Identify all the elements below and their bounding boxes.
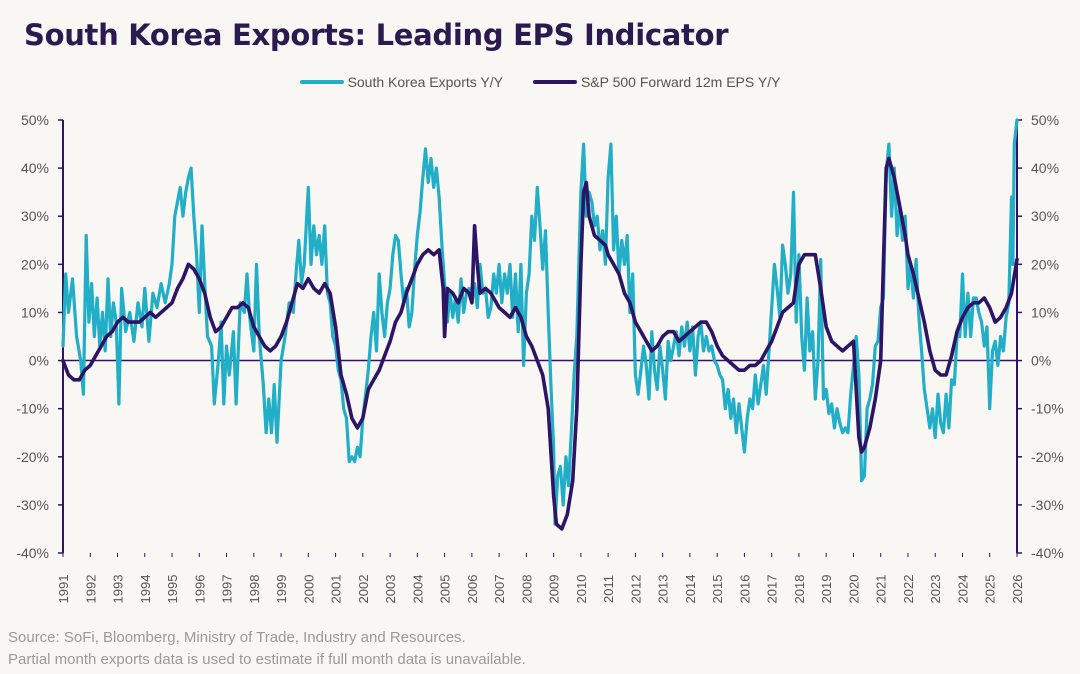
- x-tick-label: 1993: [111, 575, 126, 604]
- right-y-tick-label: 30%: [1031, 208, 1059, 224]
- x-tick-label: 2025: [983, 575, 998, 604]
- x-tick-label: 2014: [683, 575, 698, 604]
- left-y-tick-label: -30%: [16, 497, 49, 513]
- x-tick-label: 2003: [383, 575, 398, 604]
- x-tick-label: 2020: [846, 575, 861, 604]
- left-y-tick-label: -10%: [16, 401, 49, 417]
- x-tick-label: 1994: [138, 575, 153, 604]
- x-tick-label: 2022: [901, 575, 916, 604]
- left-y-tick-label: 0%: [29, 353, 49, 369]
- left-y-tick-label: 40%: [21, 160, 49, 176]
- legend: South Korea Exports Y/Y S&P 500 Forward …: [0, 74, 1080, 90]
- x-tick-label: 1997: [220, 575, 235, 604]
- x-tick-label: 2018: [792, 575, 807, 604]
- x-tick-label: 2013: [656, 575, 671, 604]
- x-tick-label: 2019: [819, 575, 834, 604]
- x-tick-label: 2021: [874, 575, 889, 604]
- x-tick-label: 2023: [928, 575, 943, 604]
- legend-item-eps: S&P 500 Forward 12m EPS Y/Y: [532, 74, 781, 90]
- x-tick-label: 2006: [465, 575, 480, 604]
- x-tick-label: 2009: [547, 575, 562, 604]
- x-tick-label: 2015: [710, 575, 725, 604]
- chart-title: South Korea Exports: Leading EPS Indicat…: [24, 18, 729, 52]
- legend-label-eps: S&P 500 Forward 12m EPS Y/Y: [580, 74, 781, 90]
- left-y-tick-label: -20%: [16, 449, 49, 465]
- right-y-tick-label: 50%: [1031, 112, 1059, 128]
- x-tick-label: 2007: [492, 575, 507, 604]
- right-y-tick-label: -10%: [1031, 401, 1064, 417]
- right-y-tick-label: -40%: [1031, 545, 1064, 561]
- x-tick-label: 2004: [410, 575, 425, 604]
- exports-series-line: [61, 118, 1019, 526]
- left-y-tick-label: 30%: [21, 208, 49, 224]
- right-y-tick-label: 0%: [1031, 353, 1051, 369]
- legend-swatch-eps: [532, 80, 577, 84]
- x-tick-label: 2011: [601, 575, 616, 603]
- x-tick-label: 2016: [737, 575, 752, 604]
- legend-item-exports: South Korea Exports Y/Y: [299, 74, 503, 90]
- x-tick-label: 1996: [192, 575, 207, 604]
- x-tick-label: 2010: [574, 575, 589, 604]
- x-tick-label: 2026: [1010, 575, 1025, 604]
- x-tick-label: 1999: [274, 575, 289, 604]
- x-tick-label: 2012: [628, 575, 643, 604]
- source-note: Source: SoFi, Bloomberg, Ministry of Tra…: [8, 627, 526, 671]
- source-line-2: Partial month exports data is used to es…: [8, 651, 526, 668]
- source-line-1: Source: SoFi, Bloomberg, Ministry of Tra…: [8, 629, 466, 646]
- left-y-tick-label: 50%: [21, 112, 49, 128]
- legend-label-exports: South Korea Exports Y/Y: [347, 74, 503, 90]
- x-tick-label: 2008: [519, 575, 534, 604]
- x-tick-label: 1992: [83, 575, 98, 604]
- legend-swatch-exports: [299, 80, 344, 84]
- right-y-tick-label: 40%: [1031, 160, 1059, 176]
- left-y-tick-label: 20%: [21, 256, 49, 272]
- x-tick-label: 2002: [356, 575, 371, 604]
- x-tick-label: 1998: [247, 575, 262, 604]
- x-tick-label: 2000: [301, 575, 316, 604]
- right-y-tick-label: -20%: [1031, 449, 1064, 465]
- x-tick-label: 1991: [56, 575, 71, 604]
- right-y-tick-label: 20%: [1031, 256, 1059, 272]
- x-tick-label: 2001: [329, 575, 344, 604]
- right-y-tick-label: 10%: [1031, 304, 1059, 320]
- x-tick-label: 2024: [955, 575, 970, 604]
- right-y-tick-label: -30%: [1031, 497, 1064, 513]
- x-tick-label: 2017: [765, 575, 780, 604]
- left-y-tick-label: 10%: [21, 304, 49, 320]
- x-tick-label: 1995: [165, 575, 180, 604]
- x-tick-label: 2005: [438, 575, 453, 604]
- left-y-tick-label: -40%: [16, 545, 49, 561]
- eps-series-line: [61, 156, 1019, 531]
